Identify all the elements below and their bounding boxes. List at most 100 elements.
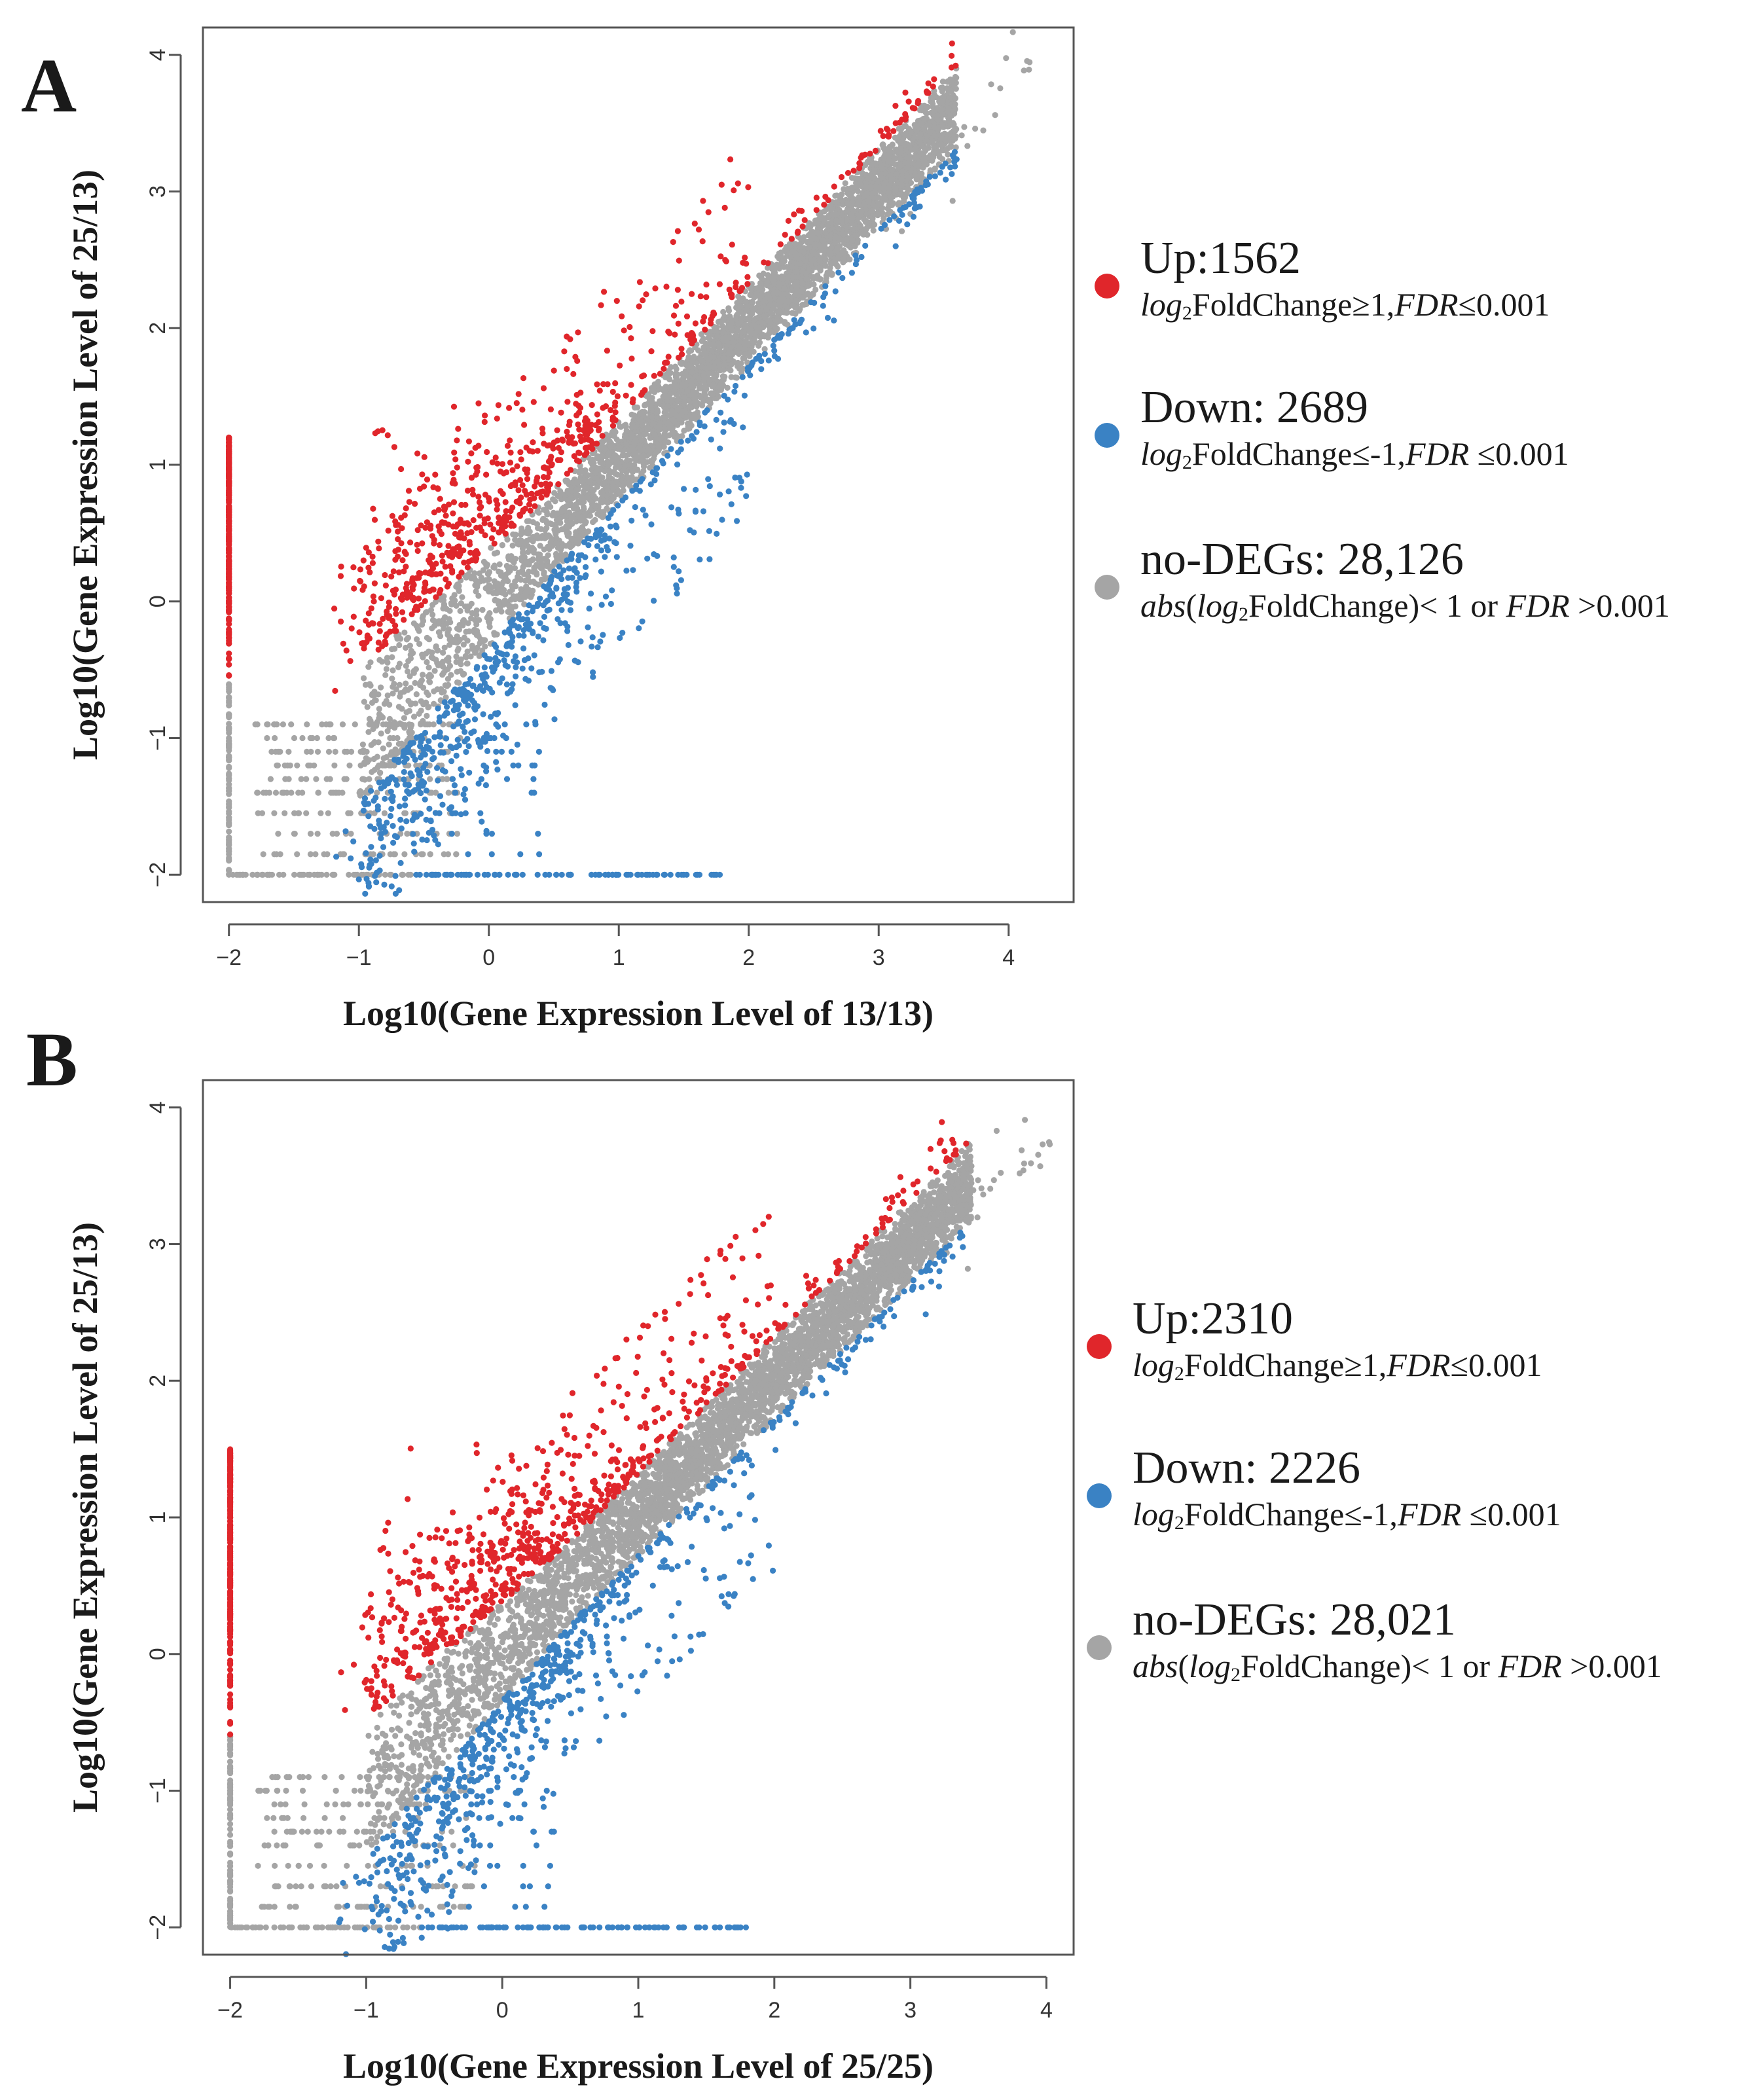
nodeg-point bbox=[911, 134, 918, 140]
nodeg-point bbox=[303, 776, 310, 782]
nodeg-point bbox=[452, 597, 458, 604]
nodeg-point bbox=[581, 488, 587, 495]
nodeg-point bbox=[631, 412, 638, 419]
down-point bbox=[717, 445, 723, 452]
down-point bbox=[560, 567, 567, 573]
nodeg-point bbox=[880, 141, 886, 148]
nodeg-point bbox=[616, 489, 623, 496]
nodeg-point bbox=[456, 636, 463, 643]
down-point bbox=[398, 825, 405, 832]
nodeg-point bbox=[545, 532, 552, 539]
nodeg-point bbox=[395, 740, 403, 747]
nodeg-point bbox=[776, 308, 783, 315]
nodeg-point bbox=[760, 299, 767, 305]
down-point bbox=[717, 409, 724, 416]
nodeg-point bbox=[367, 721, 373, 728]
down-point bbox=[541, 625, 547, 631]
down-point bbox=[489, 689, 496, 696]
nodeg-point bbox=[596, 466, 604, 473]
nodeg-point bbox=[805, 283, 811, 289]
nodeg-point bbox=[784, 310, 790, 316]
nodeg-point bbox=[386, 715, 393, 722]
nodeg-point bbox=[548, 520, 555, 528]
nodeg-point bbox=[445, 676, 452, 682]
nodeg-point bbox=[304, 748, 310, 755]
nodeg-point bbox=[420, 617, 427, 625]
nodeg-point bbox=[380, 721, 386, 728]
nodeg-point bbox=[454, 668, 460, 675]
nodeg-point bbox=[811, 257, 818, 263]
down-point bbox=[761, 351, 768, 357]
nodeg-point bbox=[488, 545, 494, 551]
down-point bbox=[824, 314, 831, 321]
down-point bbox=[390, 839, 397, 846]
down-point bbox=[436, 718, 443, 725]
nodeg-point bbox=[521, 554, 528, 560]
nodeg-point bbox=[892, 187, 899, 194]
nodeg-point bbox=[952, 101, 958, 107]
nodeg-point bbox=[420, 701, 427, 708]
nodeg-point bbox=[357, 762, 364, 769]
nodeg-point bbox=[629, 421, 636, 427]
nodeg-point bbox=[429, 655, 437, 662]
nodeg-point bbox=[653, 449, 660, 456]
down-point bbox=[368, 788, 374, 794]
nodeg-point bbox=[844, 200, 851, 207]
nodeg-point bbox=[948, 88, 954, 95]
down-point bbox=[949, 171, 955, 177]
down-point bbox=[358, 864, 365, 871]
nodeg-point bbox=[365, 664, 372, 670]
down-point bbox=[569, 574, 575, 581]
nodeg-point bbox=[637, 454, 644, 460]
nodeg-point bbox=[487, 616, 494, 623]
nodeg-point bbox=[459, 594, 465, 600]
nodeg-point bbox=[715, 319, 722, 325]
nodeg-point bbox=[226, 842, 232, 848]
nodeg-point bbox=[445, 851, 452, 858]
nodeg-point bbox=[558, 508, 565, 515]
nodeg-point bbox=[903, 190, 910, 196]
nodeg-point bbox=[606, 467, 613, 474]
down-point bbox=[892, 243, 899, 249]
nodeg-point bbox=[799, 268, 806, 274]
nodeg-point bbox=[689, 357, 696, 364]
nodeg-point bbox=[569, 520, 575, 528]
down-point bbox=[391, 757, 398, 763]
nodeg-point bbox=[467, 653, 474, 660]
nodeg-point bbox=[496, 561, 503, 568]
nodeg-point bbox=[882, 170, 888, 177]
down-point bbox=[747, 372, 753, 378]
nodeg-point bbox=[592, 496, 599, 502]
nodeg-point bbox=[964, 143, 971, 149]
down-point bbox=[488, 714, 494, 720]
nodeg-point bbox=[340, 851, 346, 858]
down-point bbox=[484, 748, 491, 754]
nodeg-point bbox=[901, 123, 907, 130]
nodeg-point bbox=[226, 714, 232, 721]
down-point bbox=[902, 204, 909, 210]
down-point bbox=[744, 365, 751, 371]
nodeg-point bbox=[510, 593, 517, 600]
down-point bbox=[462, 729, 468, 735]
nodeg-point bbox=[454, 679, 461, 685]
nodeg-point bbox=[431, 623, 438, 629]
nodeg-point bbox=[606, 472, 612, 479]
down-point bbox=[613, 522, 619, 529]
down-point bbox=[602, 554, 608, 560]
nodeg-point bbox=[410, 714, 418, 720]
nodeg-point bbox=[854, 202, 860, 208]
nodeg-point bbox=[505, 602, 512, 609]
nodeg-point bbox=[434, 686, 441, 693]
nodeg-point bbox=[778, 249, 784, 256]
nodeg-point bbox=[912, 170, 918, 176]
nodeg-point bbox=[440, 605, 446, 612]
nodeg-point bbox=[639, 411, 645, 418]
nodeg-point bbox=[315, 871, 321, 878]
down-point bbox=[466, 769, 473, 776]
nodeg-point bbox=[325, 810, 331, 816]
nodeg-point bbox=[623, 424, 630, 430]
nodeg-point bbox=[680, 375, 686, 382]
nodeg-point bbox=[226, 738, 232, 744]
nodeg-point bbox=[264, 734, 270, 742]
down-point bbox=[778, 331, 785, 338]
